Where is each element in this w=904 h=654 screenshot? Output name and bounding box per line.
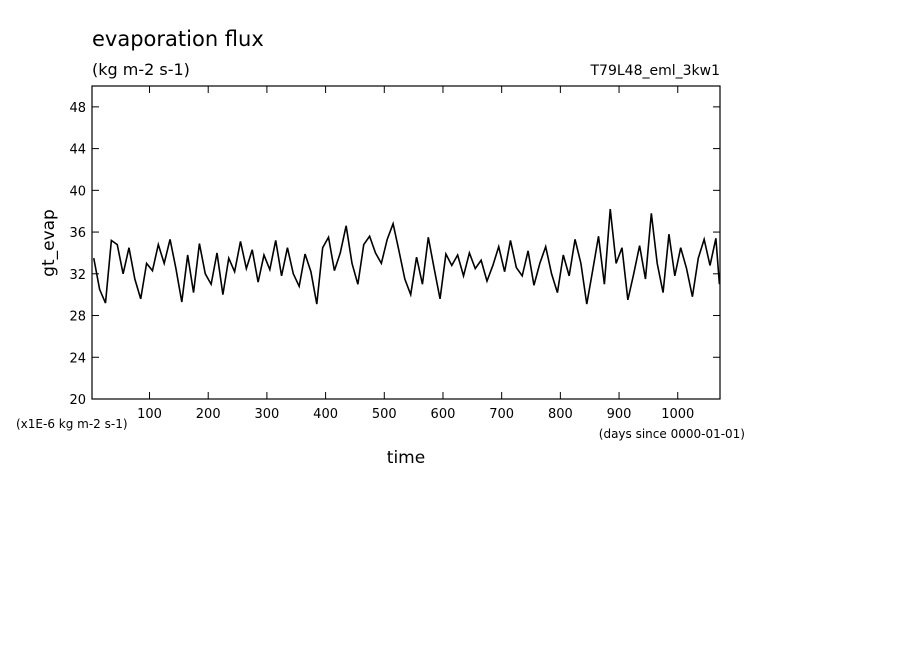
x-tick-label: 900 xyxy=(607,407,632,422)
x-tick-label: 500 xyxy=(372,407,397,422)
y-tick-label: 32 xyxy=(69,268,86,283)
x-tick-label: 100 xyxy=(137,407,162,422)
x-tick-label: 200 xyxy=(196,407,221,422)
y-tick-label: 24 xyxy=(69,351,86,366)
plot-frame xyxy=(91,85,721,400)
x-tick-label: 1000 xyxy=(661,407,694,422)
x-units-label: (days since 0000-01-01) xyxy=(599,427,745,441)
x-tick-label: 600 xyxy=(431,407,456,422)
y-tick-label: 36 xyxy=(69,226,86,241)
y-tick-label: 40 xyxy=(69,184,86,199)
experiment-label: T79L48_eml_3kw1 xyxy=(590,63,721,79)
chart-subtitle: (kg m-2 s-1) xyxy=(92,60,190,79)
y-tick-label: 48 xyxy=(69,101,86,116)
y-tick-label: 44 xyxy=(69,143,86,158)
y-units-label: (x1E-6 kg m-2 s-1) xyxy=(16,417,128,431)
chart-title: evaporation flux xyxy=(92,27,264,51)
y-axis-label: gt_evap xyxy=(39,209,59,277)
y-tick-label: 28 xyxy=(69,310,86,325)
x-tick-label: 700 xyxy=(489,407,514,422)
x-tick-label: 400 xyxy=(313,407,338,422)
y-tick-label: 20 xyxy=(69,393,86,408)
x-tick-label: 300 xyxy=(254,407,279,422)
data-line xyxy=(92,209,721,305)
x-tick-label: 800 xyxy=(548,407,573,422)
x-axis-label: time xyxy=(387,448,425,468)
